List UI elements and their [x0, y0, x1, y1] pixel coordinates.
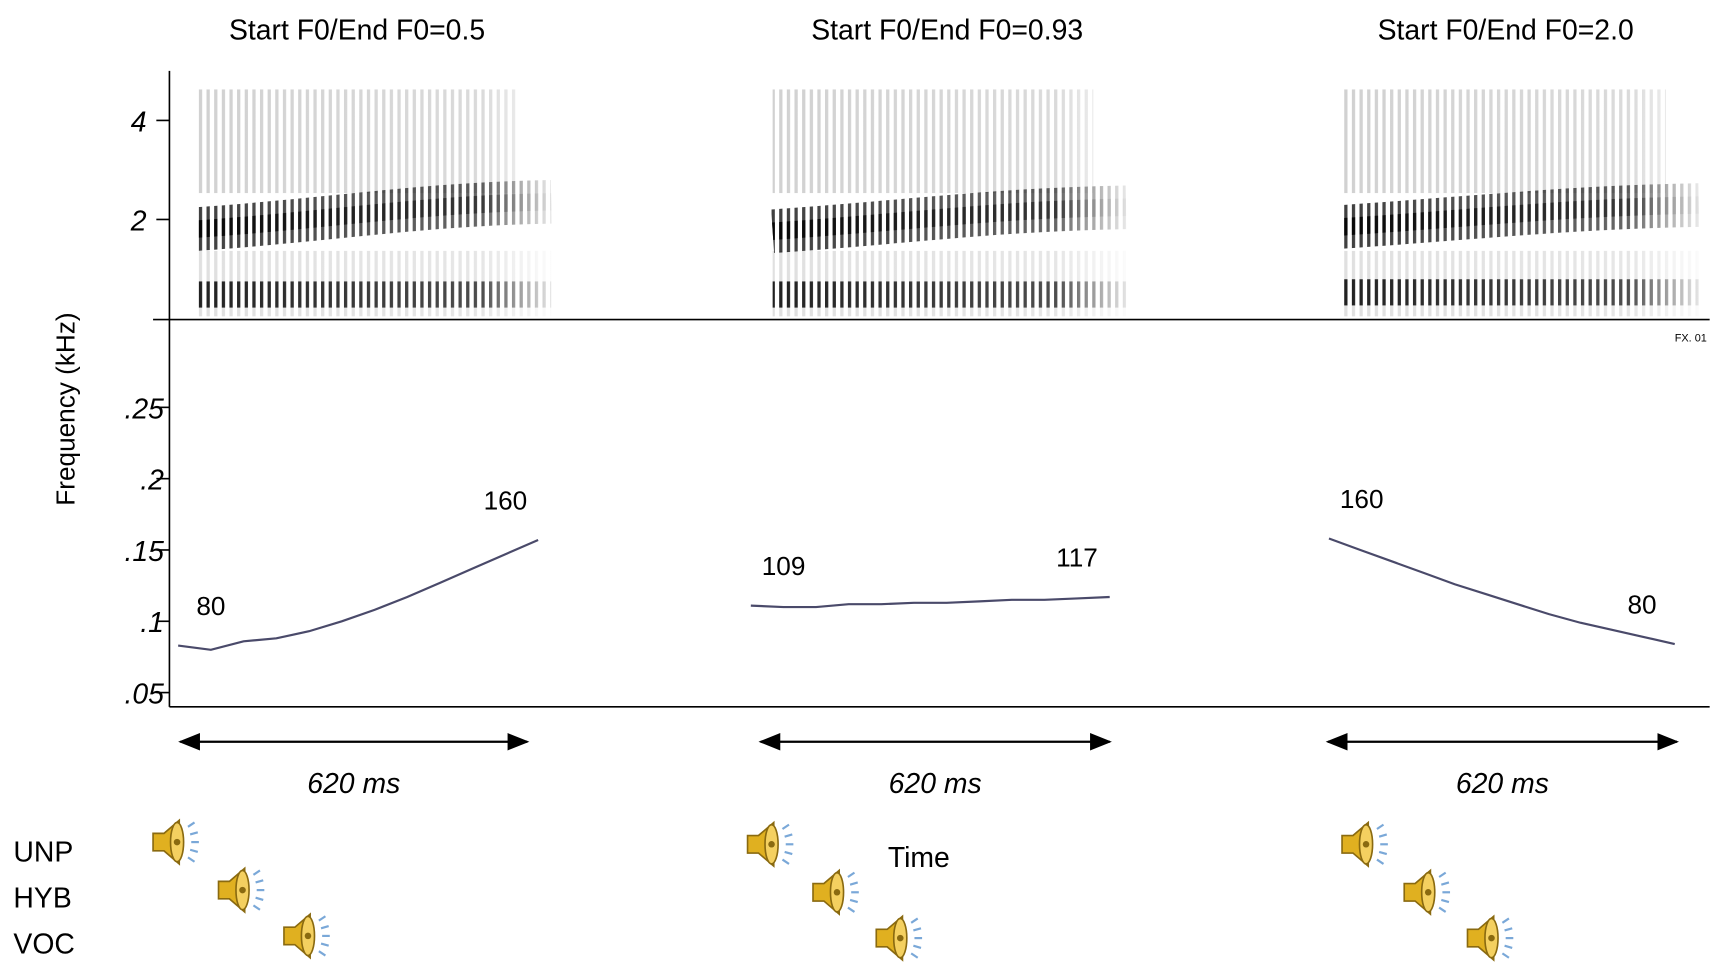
start-label: 160	[1340, 484, 1384, 514]
duration-label: 620 ms	[1456, 768, 1549, 800]
audio-button[interactable]	[1403, 869, 1452, 916]
stamp: FX. 01	[1675, 332, 1707, 344]
x-axis-label: Time	[888, 842, 950, 874]
f0-contour	[178, 538, 539, 651]
spectrogram	[195, 87, 554, 319]
spectrogram-fade	[1342, 87, 1701, 319]
audio-button[interactable]	[151, 819, 200, 866]
end-label: 80	[1627, 590, 1656, 620]
panel-title: Start F0/End F0=2.0	[1378, 14, 1634, 46]
audio-button[interactable]	[1340, 821, 1389, 868]
end-label: 117	[1056, 542, 1098, 572]
f0-contour	[1328, 537, 1675, 646]
start-label: 80	[196, 591, 225, 621]
y-tick-label: .05	[125, 678, 165, 710]
audio-button[interactable]	[811, 869, 860, 916]
audio-row-label: VOC	[13, 928, 74, 960]
y2-tick-label: 2	[130, 205, 147, 237]
duration-label: 620 ms	[889, 768, 982, 800]
y-tick-label: .15	[125, 536, 165, 568]
spectrogram-fade	[772, 87, 1129, 319]
audio-row-label: HYB	[13, 883, 71, 915]
audio-button[interactable]	[217, 867, 266, 914]
y-tick-label: .25	[125, 393, 165, 425]
audio-button[interactable]	[1466, 915, 1515, 962]
end-label: 160	[484, 485, 528, 515]
audio-button[interactable]	[746, 821, 795, 868]
spectrogram	[1340, 87, 1701, 319]
start-label: 109	[762, 551, 806, 581]
panel-title: Start F0/End F0=0.5	[229, 14, 485, 46]
spectrogram-fade	[196, 87, 554, 319]
audio-button[interactable]	[282, 913, 331, 959]
panel-title: Start F0/End F0=0.93	[811, 14, 1083, 46]
y-tick-label: .1	[140, 607, 164, 639]
y2-tick-label: 4	[131, 106, 147, 138]
duration-label: 620 ms	[307, 768, 400, 800]
audio-row-label: UNP	[13, 837, 73, 869]
spectrogram	[771, 87, 1129, 319]
audio-button[interactable]	[875, 915, 924, 962]
f0-contour	[750, 595, 1110, 609]
y-tick-label: .2	[140, 465, 164, 497]
y-axis-label: Frequency (kHz)	[51, 312, 81, 505]
